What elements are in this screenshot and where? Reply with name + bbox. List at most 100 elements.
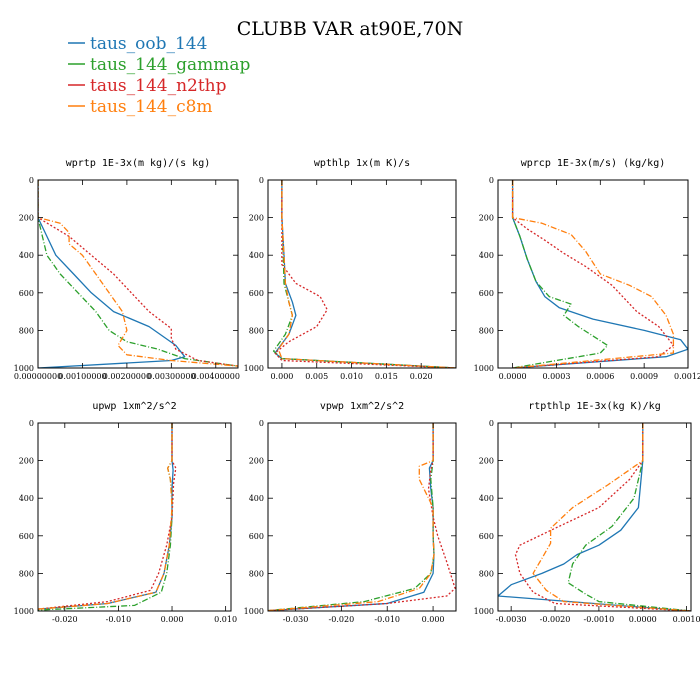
- y-tick-label: 200: [249, 214, 264, 223]
- legend-entry: taus_oob_144: [90, 34, 207, 54]
- y-tick-label: 600: [249, 532, 264, 541]
- plot-frame: [267, 422, 457, 612]
- x-tick-label: 0.000: [270, 372, 293, 381]
- series-line-taus_144_gammap: [567, 423, 691, 611]
- x-tick-label: 0.0009: [630, 372, 658, 381]
- panel: vpwp 1xm^2/s^2 0 200 400 600 800 1000 -0.030 -0.…: [244, 401, 457, 624]
- x-tick-label: -0.030: [283, 615, 309, 624]
- x-tick-label: -0.020: [52, 615, 78, 624]
- series-line-taus_144_gammap: [38, 423, 173, 611]
- series-line-taus_oob_144: [274, 180, 456, 368]
- x-tick-label: -0.010: [106, 615, 132, 624]
- plot-frame: [267, 179, 457, 369]
- x-tick-label: 0.005: [305, 372, 328, 381]
- series-line-taus_oob_144: [38, 180, 186, 368]
- x-tick-label: 0.000: [161, 615, 184, 624]
- panel: wprtp 1E-3x(m kg)/(s kg) 0 200 400 600 800 100…: [14, 158, 240, 381]
- series-line-taus_oob_144: [498, 423, 691, 611]
- series-line-taus_144_n2thp: [514, 423, 691, 611]
- series-line-taus_144_c8m: [532, 423, 691, 611]
- x-tick-label: 0.010: [214, 615, 237, 624]
- x-tick-label: -0.010: [374, 615, 400, 624]
- series-line-taus_144_c8m: [38, 423, 173, 610]
- y-tick-label: 400: [19, 494, 34, 503]
- y-tick-label: 800: [249, 569, 264, 578]
- x-tick-label: 0.015: [375, 372, 398, 381]
- y-tick-label: 1000: [474, 607, 494, 616]
- legend: taus_oob_144taus_144_gammaptaus_144_n2th…: [68, 34, 250, 117]
- y-tick-label: 600: [479, 532, 494, 541]
- y-tick-label: 600: [479, 289, 494, 298]
- y-tick-label: 600: [19, 532, 34, 541]
- y-tick-label: 800: [479, 569, 494, 578]
- series-line-taus_144_c8m: [38, 180, 238, 367]
- x-tick-label: 0.020: [410, 372, 433, 381]
- y-tick-label: 600: [249, 289, 264, 298]
- panel-title: wpthlp 1x(m K)/s: [314, 158, 410, 169]
- x-tick-label: 0.00100000: [58, 372, 106, 381]
- y-tick-label: 800: [19, 569, 34, 578]
- x-tick-label: 0.000: [422, 615, 445, 624]
- y-tick-label: 1000: [14, 607, 34, 616]
- y-tick-label: 800: [479, 326, 494, 335]
- x-tick-label: 0.00200000: [103, 372, 151, 381]
- x-tick-label: 0.0003: [542, 372, 570, 381]
- series-line-taus_144_n2thp: [274, 180, 456, 368]
- series-line-taus_oob_144: [268, 423, 435, 611]
- x-tick-label: 0.0000: [499, 372, 527, 381]
- legend-entry: taus_144_c8m: [90, 97, 213, 117]
- y-tick-label: 800: [19, 326, 34, 335]
- x-tick-label: -0.0030: [496, 615, 527, 624]
- y-tick-label: 0: [489, 419, 494, 428]
- x-tick-label: 0.0006: [586, 372, 614, 381]
- y-tick-label: 0: [489, 176, 494, 185]
- x-tick-label: 0.0012: [674, 372, 700, 381]
- y-tick-label: 1000: [244, 607, 264, 616]
- panel-title: wprtp 1E-3x(m kg)/(s kg): [66, 158, 211, 169]
- x-tick-label: 0.010: [340, 372, 363, 381]
- y-tick-label: 400: [19, 251, 34, 260]
- plot-frame: [37, 422, 232, 612]
- series-line-taus_144_n2thp: [268, 423, 456, 611]
- x-tick-label: 0.00300000: [147, 372, 195, 381]
- series-line-taus_144_n2thp: [38, 423, 177, 610]
- y-tick-label: 1000: [244, 364, 264, 373]
- y-tick-label: 600: [19, 289, 34, 298]
- y-tick-label: 1000: [474, 364, 494, 373]
- series-line-taus_oob_144: [38, 423, 174, 610]
- y-tick-label: 200: [19, 214, 34, 223]
- series-line-taus_144_c8m: [268, 423, 435, 611]
- plot-frame: [497, 179, 689, 369]
- plot-frame: [497, 422, 692, 612]
- x-tick-label: -0.0010: [584, 615, 615, 624]
- x-tick-label: 0.0000: [629, 615, 657, 624]
- series-line-taus_144_gammap: [268, 423, 435, 611]
- y-tick-label: 0: [29, 419, 34, 428]
- y-tick-label: 200: [249, 457, 264, 466]
- panels: wprtp 1E-3x(m kg)/(s kg) 0 200 400 600 800 100…: [14, 158, 700, 624]
- panel: rtpthlp 1E-3x(kg K)/kg02004006008001000-…: [474, 401, 700, 624]
- x-tick-label: 0.00000000: [14, 372, 62, 381]
- legend-entry: taus_144_gammap: [90, 55, 250, 75]
- y-tick-label: 200: [479, 457, 494, 466]
- panel: wprcp 1E-3x(m/s) (kg/kg) 0 200 400 600 800 100…: [474, 158, 700, 381]
- panel-title: wprcp 1E-3x(m/s) (kg/kg): [521, 158, 666, 169]
- x-tick-label: -0.020: [329, 615, 355, 624]
- y-tick-label: 0: [259, 176, 264, 185]
- x-tick-label: 0.00400000: [192, 372, 240, 381]
- panel: wpthlp 1x(m K)/s 0 200 400 600 800 1000 0.000 0.…: [244, 158, 457, 381]
- x-tick-label: -0.0020: [540, 615, 571, 624]
- series-line-taus_144_gammap: [511, 180, 609, 368]
- figure-title: CLUBB VAR at90E,70N: [237, 18, 463, 40]
- y-tick-label: 800: [249, 326, 264, 335]
- series-line-taus_144_n2thp: [511, 180, 675, 368]
- y-tick-label: 0: [259, 419, 264, 428]
- x-tick-label: 0.0010: [673, 615, 700, 624]
- panel-title: vpwp 1xm^2/s^2: [320, 401, 404, 412]
- y-tick-label: 400: [479, 494, 494, 503]
- legend-entry: taus_144_n2thp: [90, 76, 227, 96]
- y-tick-label: 0: [29, 176, 34, 185]
- panel-title: rtpthlp 1E-3x(kg K)/kg: [528, 401, 660, 412]
- plot-frame: [37, 179, 239, 369]
